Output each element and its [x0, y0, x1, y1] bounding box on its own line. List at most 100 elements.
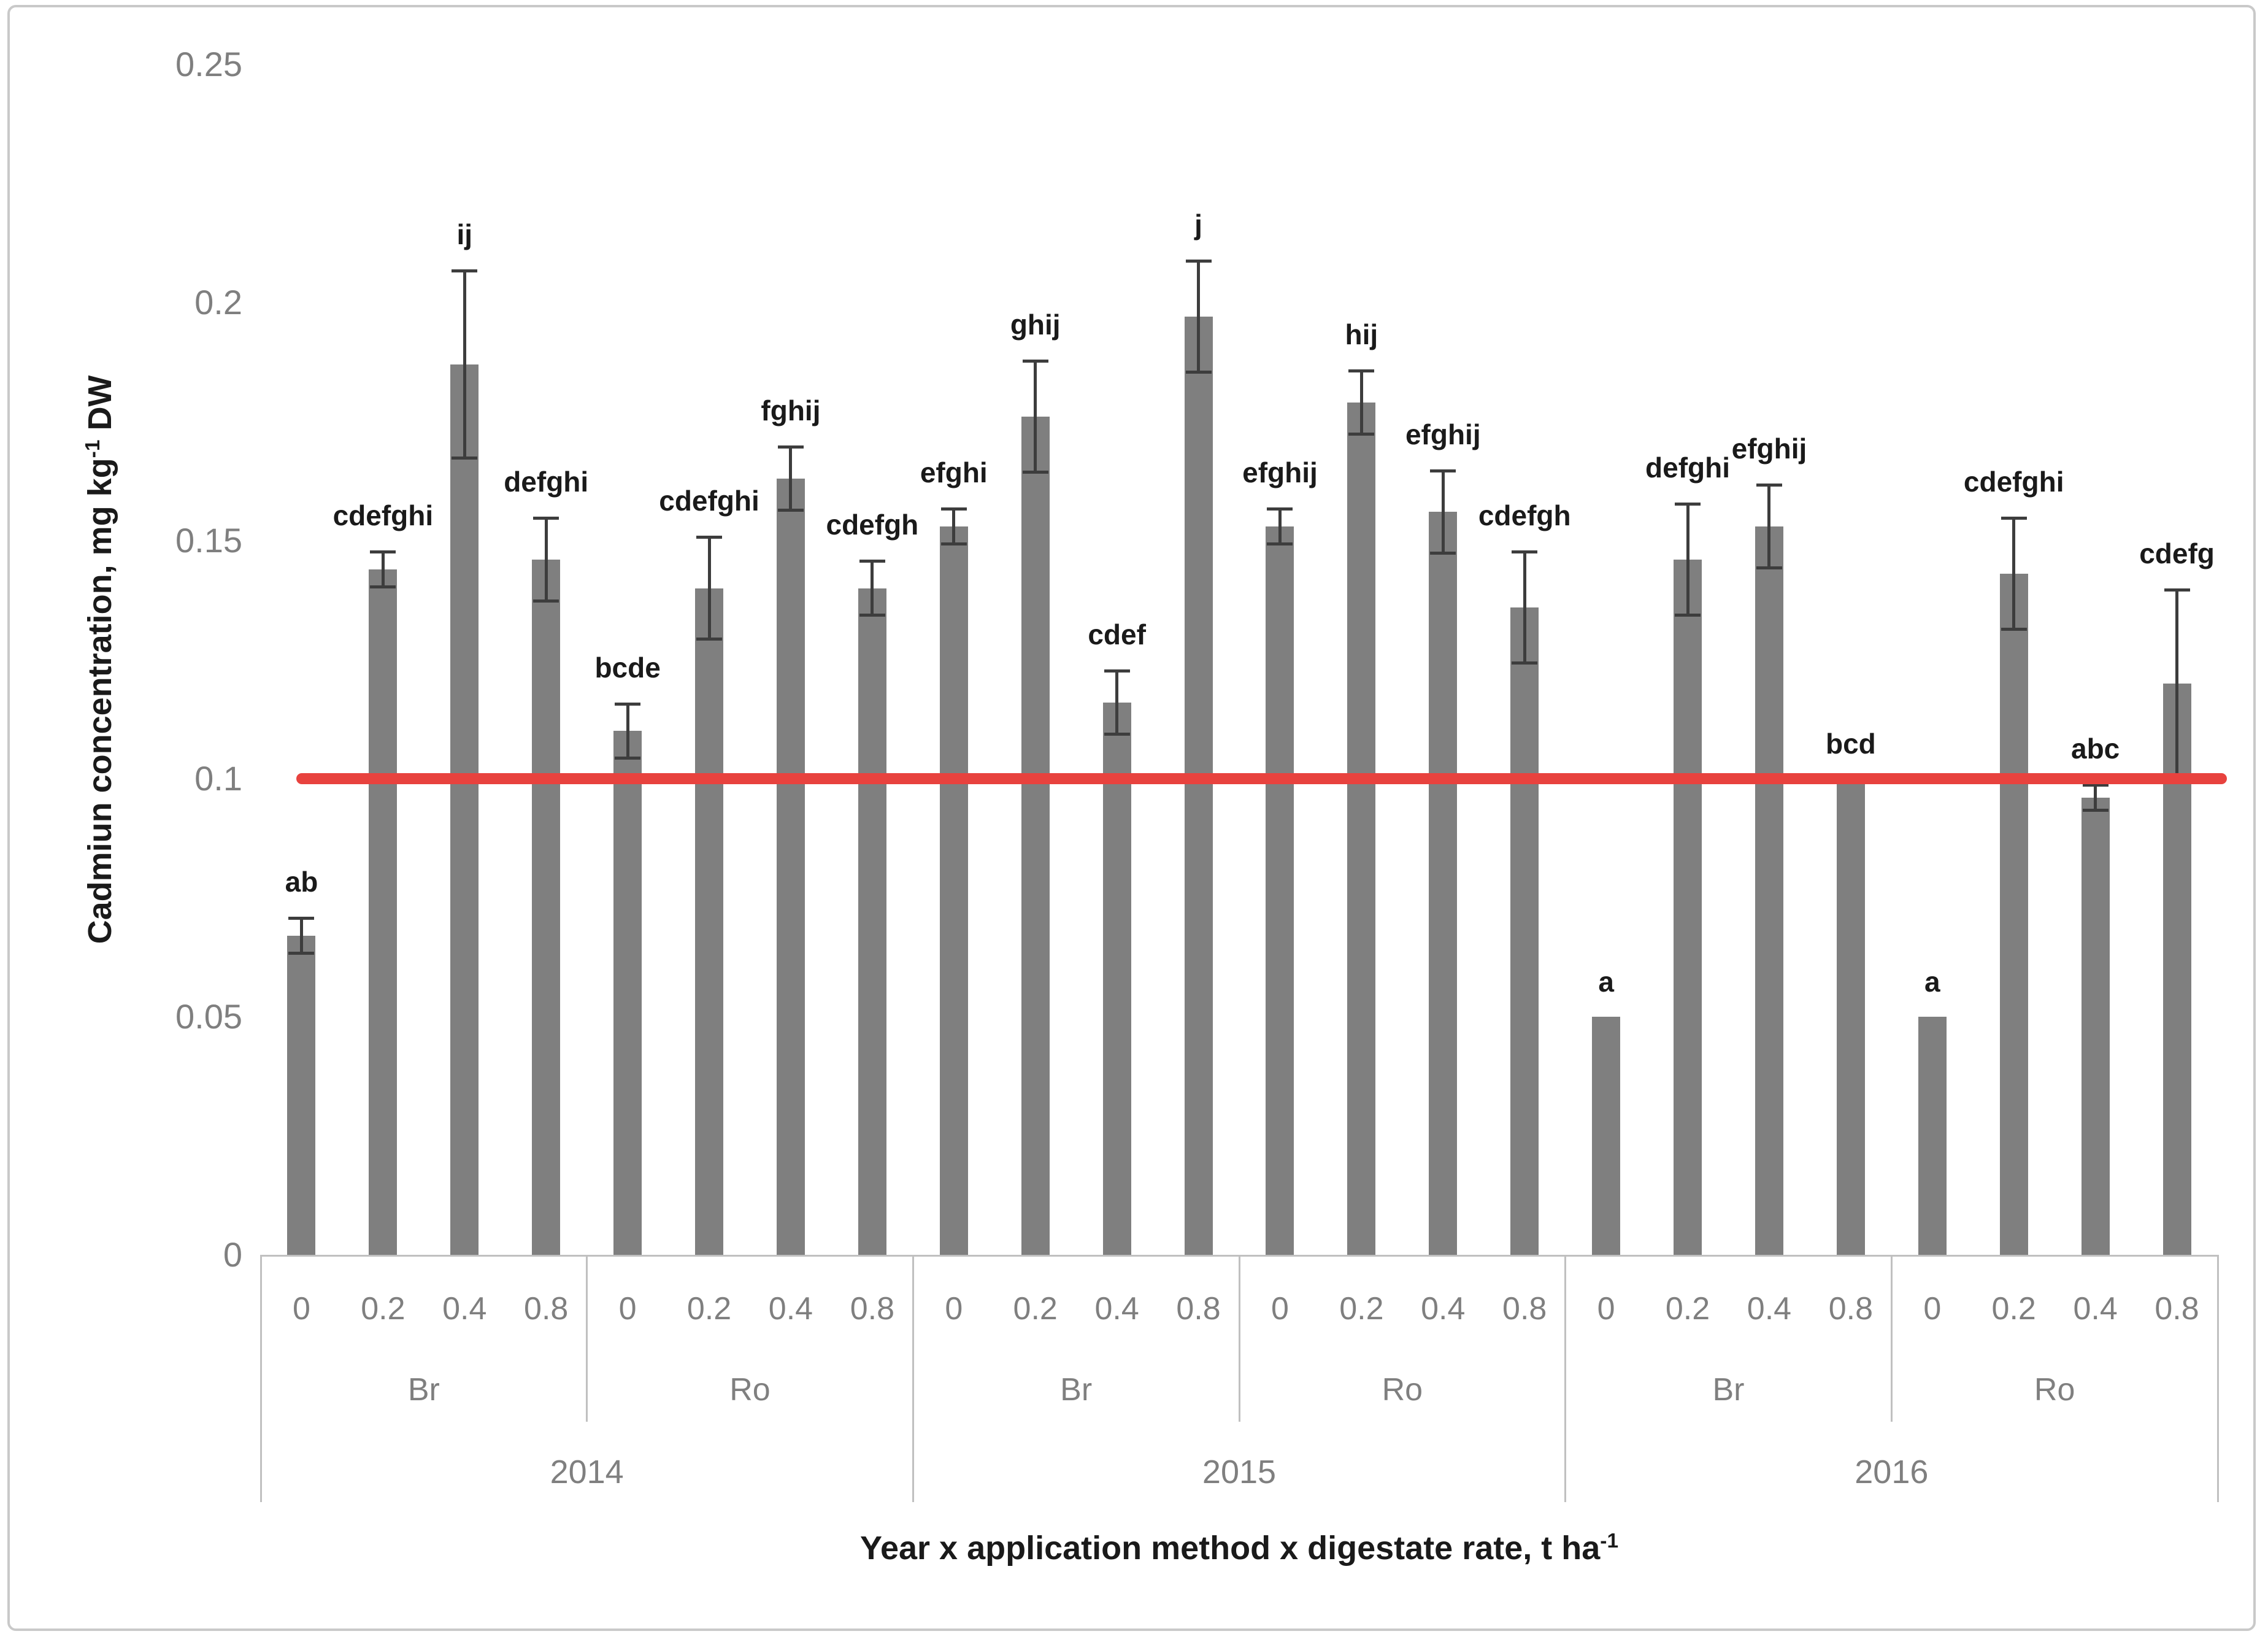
error-bar-stem — [1115, 669, 1119, 736]
x-axis-method-label: Br — [407, 1372, 440, 1408]
error-bar-stem — [1034, 360, 1037, 474]
error-bar-bottom-cap — [1348, 433, 1375, 436]
error-bar-top-cap — [2164, 588, 2190, 592]
error-bar-top-cap — [533, 517, 559, 520]
x-axis-rate-label: 0.8 — [1502, 1291, 1547, 1327]
chart-frame — [7, 5, 2256, 1631]
error-bar-bottom-cap — [1430, 552, 1456, 555]
significance-letters: ghij — [1010, 309, 1061, 341]
error-bar-top-cap — [1022, 360, 1048, 363]
significance-letters: efghij — [1405, 418, 1481, 450]
error-bar-top-cap — [1104, 669, 1130, 673]
x-axis-rate-label: 0 — [1923, 1291, 1942, 1327]
y-axis-tick-label: 0.1 — [194, 759, 242, 798]
significance-letters: cdefghi — [659, 485, 759, 517]
error-bar-bottom-cap — [1104, 733, 1130, 736]
y-axis-tick-label: 0 — [223, 1235, 242, 1274]
error-bar-top-cap — [2082, 783, 2108, 787]
x-axis-year-label: 2014 — [550, 1454, 624, 1490]
x-axis-rate-label: 0 — [618, 1291, 637, 1327]
x-axis-method-label: Ro — [1382, 1372, 1423, 1408]
significance-letters: cdefgh — [826, 509, 919, 541]
error-bar-bottom-cap — [370, 585, 396, 588]
year-separator-line — [912, 1255, 914, 1502]
error-bar-top-cap — [1756, 483, 1782, 487]
x-axis-rate-label: 0 — [1597, 1291, 1615, 1327]
significance-letters: efghij — [1242, 456, 1318, 488]
error-bar-bottom-cap — [1267, 542, 1293, 545]
bar — [1510, 607, 1539, 1255]
year-separator-line — [259, 1255, 262, 1502]
significance-letters: fghij — [761, 394, 821, 426]
error-bar-bottom-cap — [1022, 471, 1048, 474]
significance-letters: cdefghi — [1963, 466, 2064, 498]
x-axis-rate-label: 0.8 — [524, 1291, 569, 1327]
significance-letters: a — [1598, 966, 1614, 998]
error-bar-stem — [381, 550, 385, 588]
significance-letters: ab — [285, 866, 318, 898]
significance-letters: bcde — [594, 651, 661, 684]
significance-letters: defghi — [1645, 451, 1731, 484]
error-bar-top-cap — [1267, 507, 1293, 511]
error-bar-bottom-cap — [1675, 614, 1701, 617]
x-axis-method-label: Br — [1060, 1372, 1093, 1408]
error-bar-bottom-cap — [2082, 809, 2108, 812]
error-bar-bottom-cap — [859, 614, 885, 617]
x-axis-rate-label: 0.8 — [2155, 1291, 2199, 1327]
error-bar-stem — [299, 917, 303, 955]
significance-letters: cdefg — [2139, 537, 2215, 569]
error-bar-stem — [2175, 588, 2179, 779]
x-axis-rate-label: 0.4 — [1421, 1291, 1466, 1327]
significance-letters: j — [1194, 209, 1202, 241]
significance-letters: abc — [2070, 732, 2120, 765]
reference-line — [296, 773, 2227, 784]
error-bar-stem — [1767, 483, 1771, 569]
bar — [1918, 1017, 1947, 1255]
error-bar-stem — [1441, 469, 1445, 555]
error-bar-bottom-cap — [1512, 661, 1538, 665]
x-axis-rate-label: 0.4 — [2073, 1291, 2118, 1327]
x-axis-rate-label: 0.4 — [1094, 1291, 1139, 1327]
y-axis-tick-label: 0.25 — [175, 45, 242, 83]
error-bar-stem — [2012, 517, 2016, 631]
error-bar-stem — [707, 536, 711, 641]
bar — [1429, 512, 1458, 1255]
error-bar-top-cap — [1512, 550, 1538, 553]
error-bar-top-cap — [940, 507, 967, 511]
year-separator-line — [2216, 1255, 2219, 1502]
error-bar-top-cap — [1430, 469, 1456, 472]
x-axis-method-label: Br — [1712, 1372, 1745, 1408]
year-separator-line — [1564, 1255, 1567, 1502]
bar — [1266, 526, 1294, 1255]
x-axis-title-text: Year x application method x digestate ra… — [859, 1530, 1601, 1567]
error-bar-bottom-cap — [777, 509, 804, 512]
x-axis-rate-label: 0.8 — [1828, 1291, 1874, 1327]
significance-letters: defghi — [504, 466, 589, 498]
error-bar-stem — [544, 517, 548, 603]
x-axis-rate-label: 0.2 — [1339, 1291, 1384, 1327]
error-bar-top-cap — [615, 702, 641, 706]
bar — [776, 479, 805, 1255]
error-bar-stem — [1686, 502, 1689, 617]
error-bar-top-cap — [2001, 517, 2027, 520]
error-bar-bottom-cap — [615, 756, 641, 760]
bar — [939, 526, 968, 1255]
significance-letters: bcd — [1825, 728, 1876, 760]
significance-letters: efghi — [920, 456, 988, 488]
error-bar-top-cap — [696, 536, 723, 539]
x-axis-rate-label: 0 — [945, 1291, 963, 1327]
significance-letters: efghij — [1731, 432, 1807, 464]
x-axis-rate-label: 0.2 — [361, 1291, 406, 1327]
error-bar-stem — [1359, 369, 1363, 436]
error-bar-stem — [952, 507, 956, 545]
error-bar-bottom-cap — [2001, 628, 2027, 631]
significance-letters: hij — [1345, 318, 1378, 350]
x-axis-rate-label: 0.4 — [442, 1291, 487, 1327]
y-axis-tick-label: 0.15 — [175, 521, 242, 560]
bar — [1836, 779, 1865, 1255]
error-bar-top-cap — [370, 550, 396, 553]
bar — [1999, 574, 2028, 1255]
bar — [2081, 798, 2110, 1255]
error-bar-top-cap — [1185, 260, 1212, 263]
